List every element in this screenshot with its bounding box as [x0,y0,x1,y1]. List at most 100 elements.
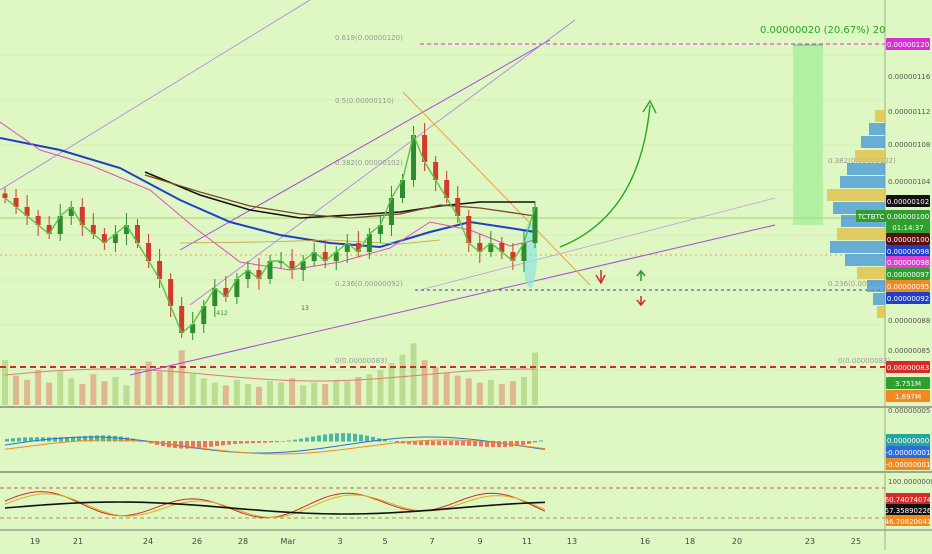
stoch-tag [886,515,930,526]
candle-body [466,216,472,243]
candle-body [477,243,483,252]
down-arrow [595,270,606,285]
stoch-tag-label: 57.35890226 [885,507,932,515]
macd-histogram-bar [455,441,459,446]
channel-upper[interactable] [179,39,551,251]
candle-body [212,288,218,306]
macd-histogram-bar [323,434,327,442]
volume-bar [421,360,428,405]
drawing-layer[interactable]: 0.618(0.00000120) 0.5(0.00000110) 0.382(0.… [0,0,896,376]
ma-gold-line [179,239,441,245]
candle-body [488,243,494,252]
volume-bar [189,374,196,405]
macd-histogram-bar [317,435,321,442]
time-axis[interactable]: 19 21 24 26 28 Mar 3 5 7 9 11 13 16 18 20 23 25 [30,537,861,546]
volume-bar [532,352,538,405]
channel-inner[interactable] [419,197,776,291]
macd-histogram-bar [131,438,135,442]
macd-histogram-bar [413,441,417,445]
volume-bar [46,382,53,405]
volume-bar [388,363,395,405]
y-tick-label: 0.00000108 [888,141,930,149]
macd-histogram-bar [179,441,183,449]
macd-histogram-bar [299,438,303,442]
macd-histogram-bar [29,437,33,442]
x-tick-label: 28 [238,537,248,546]
candle-body [46,225,52,234]
macd-histogram-bar [269,441,273,443]
stoch-tag [886,504,930,515]
macd-histogram-bar [341,433,345,442]
candle-body [57,216,63,234]
macd-histogram-bar [83,435,87,442]
projection-box[interactable] [793,45,823,225]
volume-bar [167,365,174,405]
macd-histogram-bar [119,436,123,442]
macd-histogram-bar [209,441,213,447]
candle-body [322,252,328,261]
price-tag-label: 0.00000097 [887,271,929,279]
volume-bar [178,350,185,405]
price-tag-label: 0.00000102 [887,198,929,206]
x-tick-label: 24 [143,537,153,546]
macd-histogram-bar [467,441,471,446]
price-tag [886,233,930,245]
profile-bar [845,254,885,266]
x-tick-label: 13 [567,537,577,546]
fib-label: 0.236(0.00000092) [335,280,403,288]
candle-body [510,252,516,261]
price-tag [886,256,930,268]
candle-body [112,234,118,243]
profile-bar [869,123,885,135]
candle-body [24,207,30,216]
descending-trendline[interactable] [402,91,591,286]
price-tag-label: 0.00000120 [887,41,929,49]
macd-histogram-bar [329,433,333,442]
candle-layer: 13 412 [2,123,538,340]
channel-mid[interactable] [189,19,576,306]
macd-line [4,436,546,454]
candle-body [256,270,262,279]
price-tag [886,292,930,304]
macd-histogram-bar [17,437,21,442]
macd-histogram-bar [311,436,315,442]
volume-bar [366,374,373,405]
profile-bar [827,189,885,201]
channel-outer[interactable] [0,0,311,191]
macd-histogram-bar [497,441,501,448]
down-arrow [636,296,646,307]
y-tick-label: 0.00000112 [888,108,930,116]
projection-arrow[interactable] [559,104,651,248]
price-tag [886,195,930,207]
y-tick-label: 100.00000000 [888,478,932,486]
volume-bar [2,360,8,405]
profile-bar [875,110,885,122]
candle-body [366,234,372,252]
macd-histogram-bar [407,441,411,445]
macd-histogram-bar [59,437,63,442]
macd-histogram-bar [215,441,219,447]
macd-histogram-bar [11,438,15,442]
profile-bar [855,150,885,162]
macd-histogram-bar [347,433,351,442]
volume-ma-line [4,368,536,382]
macd-histogram-bar [113,435,117,442]
fib-label: 0.618(0.00000120) [335,34,403,42]
macd-histogram-bar [305,437,309,442]
volume-bar [79,384,86,405]
price-tag [886,390,930,402]
stoch-tag-label: 46.70820041 [885,518,932,526]
volume-bar [355,377,362,405]
countdown-tag [886,222,930,233]
macd-histogram-bar [425,441,429,446]
macd-histogram-bar [245,441,249,444]
volume-bar [211,382,218,405]
volume-bar [333,379,340,405]
candle-body [245,270,251,279]
macd-histogram-bar [449,441,453,446]
channel-lower[interactable] [129,224,776,376]
volume-bar [101,381,108,405]
